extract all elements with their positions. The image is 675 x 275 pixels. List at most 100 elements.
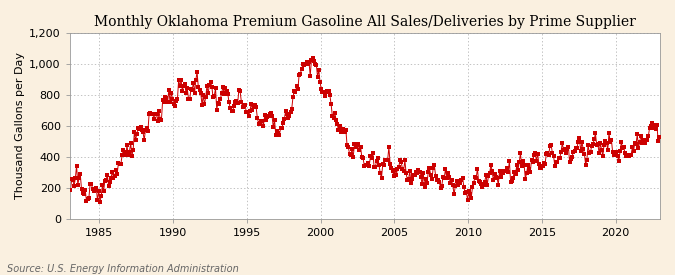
Point: [178, 84, 189, 88]
Point: [476, 182, 487, 186]
Point: [148, 117, 159, 122]
Point: [425, 173, 436, 177]
Point: [580, 162, 591, 167]
Point: [238, 104, 249, 108]
Point: [126, 141, 136, 145]
Point: [130, 138, 141, 142]
Point: [392, 166, 403, 171]
Point: [415, 174, 426, 179]
Point: [241, 110, 252, 114]
Point: [298, 62, 308, 67]
Point: [254, 121, 265, 126]
Point: [460, 191, 470, 196]
Point: [257, 119, 268, 123]
Point: [223, 100, 234, 105]
Point: [627, 145, 638, 149]
Point: [386, 166, 397, 170]
Point: [467, 185, 478, 189]
Point: [395, 158, 406, 163]
Point: [464, 189, 475, 194]
Point: [437, 175, 448, 179]
Point: [400, 158, 410, 163]
Point: [542, 151, 553, 155]
Point: [621, 153, 632, 158]
Point: [319, 94, 330, 98]
Point: [579, 152, 590, 156]
Point: [436, 184, 447, 188]
Point: [557, 141, 568, 145]
Point: [570, 146, 581, 150]
Point: [359, 163, 370, 168]
Point: [614, 159, 624, 163]
Point: [327, 113, 338, 118]
Point: [558, 148, 569, 152]
Point: [633, 146, 644, 150]
Point: [248, 104, 259, 108]
Point: [651, 122, 662, 127]
Point: [584, 151, 595, 156]
Point: [494, 168, 505, 173]
Point: [530, 151, 541, 156]
Point: [595, 141, 605, 145]
Point: [68, 178, 78, 183]
Point: [369, 165, 379, 169]
Point: [632, 132, 643, 136]
Point: [612, 154, 623, 158]
Point: [435, 186, 446, 191]
Point: [354, 148, 364, 152]
Point: [253, 122, 264, 126]
Point: [541, 152, 551, 156]
Point: [153, 119, 163, 123]
Point: [594, 151, 605, 156]
Point: [549, 164, 560, 169]
Point: [310, 62, 321, 66]
Point: [402, 178, 412, 182]
Point: [117, 153, 128, 158]
Point: [319, 90, 329, 94]
Point: [343, 145, 354, 150]
Point: [159, 100, 169, 104]
Point: [446, 178, 457, 183]
Point: [246, 101, 256, 106]
Point: [259, 113, 270, 117]
Point: [166, 91, 177, 95]
Point: [581, 158, 592, 162]
Point: [418, 171, 429, 176]
Point: [132, 131, 142, 136]
Point: [316, 87, 327, 91]
Point: [419, 185, 430, 189]
Point: [321, 90, 331, 94]
Point: [539, 161, 549, 165]
Point: [408, 173, 419, 177]
Point: [569, 149, 580, 154]
Point: [499, 169, 510, 173]
Point: [277, 126, 288, 131]
Point: [590, 131, 601, 136]
Point: [591, 143, 602, 147]
Point: [235, 89, 246, 94]
Point: [113, 161, 124, 166]
Point: [144, 112, 155, 116]
Point: [637, 141, 647, 145]
Point: [189, 90, 200, 95]
Point: [620, 151, 630, 156]
Point: [575, 149, 586, 154]
Point: [217, 84, 228, 89]
Point: [323, 89, 334, 94]
Point: [317, 90, 328, 94]
Point: [514, 160, 524, 164]
Point: [440, 167, 451, 172]
Point: [616, 140, 626, 145]
Point: [167, 96, 178, 101]
Point: [331, 117, 342, 122]
Point: [362, 161, 373, 165]
Point: [342, 143, 352, 148]
Point: [515, 151, 526, 155]
Point: [353, 142, 364, 147]
Point: [554, 156, 564, 161]
Point: [161, 96, 171, 101]
Point: [518, 159, 529, 164]
Point: [328, 116, 339, 120]
Point: [516, 164, 527, 168]
Point: [135, 125, 146, 129]
